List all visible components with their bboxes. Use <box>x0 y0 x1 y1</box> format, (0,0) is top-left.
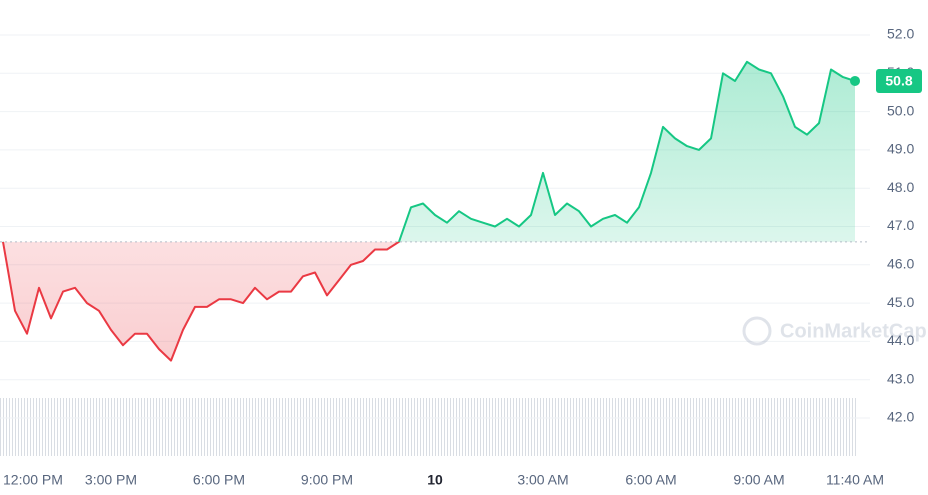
y-tick-label: 46.0 <box>887 256 914 272</box>
x-tick-label: 9:00 PM <box>301 472 353 488</box>
watermark: CoinMarketCap <box>742 316 927 346</box>
area-up <box>3 61 855 242</box>
x-tick-label: 6:00 PM <box>193 472 245 488</box>
last-point <box>850 75 860 86</box>
watermark-text: CoinMarketCap <box>780 320 927 342</box>
y-tick-label: 49.0 <box>887 141 914 157</box>
x-tick-label: 6:00 AM <box>625 472 676 488</box>
price-line-up <box>2 60 856 242</box>
x-tick-label: 10 <box>427 472 443 488</box>
y-tick-label: 45.0 <box>887 294 914 310</box>
y-tick-label: 43.0 <box>887 370 914 386</box>
x-tick-label: 12:00 PM <box>3 472 63 488</box>
x-tick-label: 11:40 AM <box>826 472 884 488</box>
price-tag-label: 50.8 <box>885 73 912 89</box>
y-tick-label: 52.0 <box>887 26 914 42</box>
y-tick-label: 42.0 <box>887 409 914 425</box>
area-down <box>3 241 399 361</box>
x-tick-label: 3:00 AM <box>517 472 568 488</box>
price-line-down <box>2 241 401 362</box>
y-tick-label: 47.0 <box>887 217 914 233</box>
x-tick-label: 3:00 PM <box>85 472 137 488</box>
x-tick-label: 9:00 AM <box>733 472 784 488</box>
y-tick-label: 48.0 <box>887 179 914 195</box>
y-tick-label: 50.0 <box>887 102 914 118</box>
volume-bars <box>0 398 858 456</box>
y-tick-label: 44.0 <box>887 332 914 348</box>
price-tag <box>876 68 922 93</box>
